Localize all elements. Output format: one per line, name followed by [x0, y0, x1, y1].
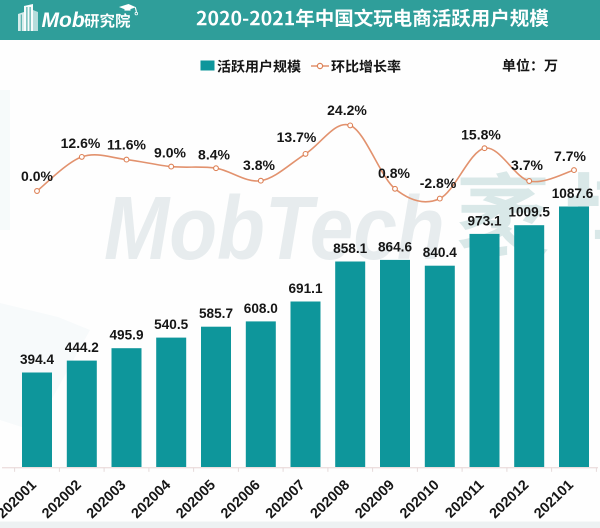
svg-text:12.6%: 12.6% [61, 135, 101, 151]
svg-text:540.5: 540.5 [154, 317, 188, 332]
svg-text:8.4%: 8.4% [198, 147, 230, 163]
svg-text:3.8%: 3.8% [243, 157, 275, 173]
svg-text:24.2%: 24.2% [327, 102, 367, 118]
svg-text:13.7%: 13.7% [277, 129, 317, 145]
svg-text:608.0: 608.0 [244, 301, 278, 316]
svg-text:858.1: 858.1 [333, 241, 367, 256]
svg-text:3.7%: 3.7% [511, 157, 543, 173]
svg-text:1009.5: 1009.5 [508, 205, 550, 220]
svg-text:864.6: 864.6 [378, 239, 412, 254]
svg-text:9.0%: 9.0% [154, 145, 186, 161]
svg-text:1087.6: 1087.6 [552, 186, 594, 201]
svg-text:0.8%: 0.8% [378, 165, 410, 181]
svg-text:444.2: 444.2 [65, 340, 99, 355]
svg-text:-2.8%: -2.8% [420, 175, 457, 191]
svg-text:0.0%: 0.0% [21, 168, 53, 184]
svg-text:15.8%: 15.8% [461, 127, 501, 143]
svg-text:973.1: 973.1 [467, 213, 501, 228]
svg-text:Mob: Mob [42, 9, 85, 32]
svg-text:585.7: 585.7 [199, 306, 233, 321]
svg-text:7.7%: 7.7% [554, 148, 586, 164]
svg-text:840.4: 840.4 [423, 245, 457, 260]
svg-text:495.9: 495.9 [109, 328, 143, 343]
svg-text:11.6%: 11.6% [107, 136, 146, 152]
svg-text:691.1: 691.1 [288, 281, 322, 296]
svg-text:394.4: 394.4 [20, 352, 54, 367]
